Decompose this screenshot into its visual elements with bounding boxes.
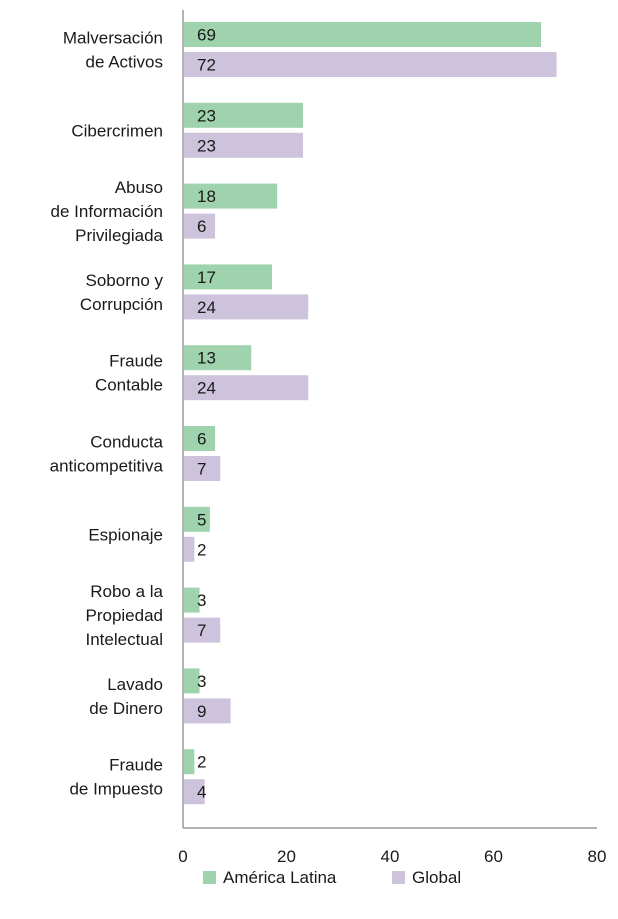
- category-label-line: de Activos: [86, 53, 164, 72]
- legend-label-global: Global: [412, 868, 461, 887]
- bar-america-latina-5: [184, 426, 216, 451]
- data-label-america-latina-1: 23: [197, 106, 216, 125]
- bar-global-2: [184, 213, 216, 239]
- category-labels: Malversación de Activos Cibercrimen Abuso de…: [50, 29, 164, 799]
- bar-global-5: [184, 456, 221, 481]
- category-label-line: Conducta: [90, 433, 163, 452]
- data-label-global-9: 4: [197, 783, 206, 802]
- data-label-america-latina-2: 18: [197, 187, 216, 206]
- data-label-america-latina-5: 6: [197, 430, 206, 449]
- category-label-9: Fraude de Impuesto: [69, 756, 163, 799]
- category-label-line: Lavado: [107, 675, 163, 694]
- category-label-7: Robo a la Propiedad Intelectual: [85, 582, 163, 649]
- category-label-line: Propiedad: [85, 606, 163, 625]
- data-label-america-latina-4: 13: [197, 349, 216, 368]
- bar-america-latina-2: [184, 183, 278, 209]
- category-label-line: Soborno y: [86, 271, 164, 290]
- legend: América Latina Global: [203, 868, 461, 887]
- x-axis: 0 20 40 60 80: [178, 10, 606, 866]
- legend-swatch-global: [392, 871, 405, 884]
- category-label-line: Fraude: [109, 352, 163, 371]
- category-label-line: Contable: [95, 376, 163, 395]
- data-label-global-0: 72: [197, 56, 216, 75]
- category-label-5: Conducta anticompetitiva: [50, 433, 164, 476]
- category-label-2: Abuso de Información Privilegiada: [51, 178, 164, 245]
- legend-swatch-america-latina: [203, 871, 216, 884]
- bar-global-6: [184, 536, 195, 562]
- bar-global-4: [184, 375, 309, 401]
- x-tick-label-1: 20: [277, 847, 296, 866]
- data-label-global-1: 23: [197, 136, 216, 155]
- category-label-4: Fraude Contable: [95, 352, 163, 395]
- bar-america-latina-0: [184, 22, 542, 47]
- category-label-line: de Impuesto: [69, 780, 163, 799]
- category-label-line: Robo a la: [90, 582, 163, 601]
- category-label-line: de Dinero: [89, 699, 163, 718]
- bar-global-3: [184, 294, 309, 320]
- category-label-0: Malversación de Activos: [63, 29, 163, 72]
- data-label-america-latina-7: 3: [197, 591, 206, 610]
- category-label-8: Lavado de Dinero: [89, 675, 163, 718]
- category-label-1: Cibercrimen: [71, 121, 163, 140]
- category-label-line: Corrupción: [80, 295, 163, 314]
- category-label-6: Espionaje: [88, 525, 163, 544]
- bar-america-latina-3: [184, 264, 272, 290]
- x-tick-label-4: 80: [588, 847, 607, 866]
- bar-global-7: [184, 617, 221, 643]
- category-label-line: anticompetitiva: [50, 457, 164, 476]
- bar-global-8: [184, 698, 231, 724]
- category-label-line: Cibercrimen: [71, 121, 163, 140]
- data-label-global-4: 24: [197, 379, 216, 398]
- bar-america-latina-7: [184, 587, 200, 613]
- x-tick-label-2: 40: [381, 847, 400, 866]
- category-label-line: Intelectual: [86, 630, 164, 649]
- bar-global-0: [184, 52, 557, 77]
- data-label-global-3: 24: [197, 298, 216, 317]
- x-tick-label-3: 60: [484, 847, 503, 866]
- data-label-global-8: 9: [197, 702, 206, 721]
- data-label-global-6: 2: [197, 540, 206, 559]
- category-label-line: Abuso: [115, 178, 163, 197]
- category-label-line: Espionaje: [88, 525, 163, 544]
- x-tick-label-0: 0: [178, 847, 187, 866]
- category-label-line: de Información: [51, 202, 163, 221]
- bar-america-latina-6: [184, 506, 210, 532]
- category-label-3: Soborno y Corrupción: [80, 271, 164, 314]
- bar-america-latina-8: [184, 668, 200, 694]
- data-label-america-latina-3: 17: [197, 268, 216, 287]
- data-label-global-2: 6: [197, 217, 206, 236]
- category-label-line: Fraude: [109, 756, 163, 775]
- bar-america-latina-4: [184, 345, 252, 371]
- bar-america-latina-1: [184, 102, 304, 128]
- data-label-global-5: 7: [197, 460, 206, 479]
- data-label-america-latina-8: 3: [197, 672, 206, 691]
- data-label-america-latina-6: 5: [197, 510, 206, 529]
- data-label-global-7: 7: [197, 621, 206, 640]
- bar-america-latina-9: [184, 749, 195, 775]
- bar-global-9: [184, 779, 205, 805]
- bar-global-1: [184, 132, 304, 158]
- data-label-america-latina-0: 69: [197, 26, 216, 45]
- legend-label-america-latina: América Latina: [223, 868, 337, 887]
- category-label-line: Malversación: [63, 29, 163, 48]
- data-label-america-latina-9: 2: [197, 753, 206, 772]
- category-label-line: Privilegiada: [75, 226, 163, 245]
